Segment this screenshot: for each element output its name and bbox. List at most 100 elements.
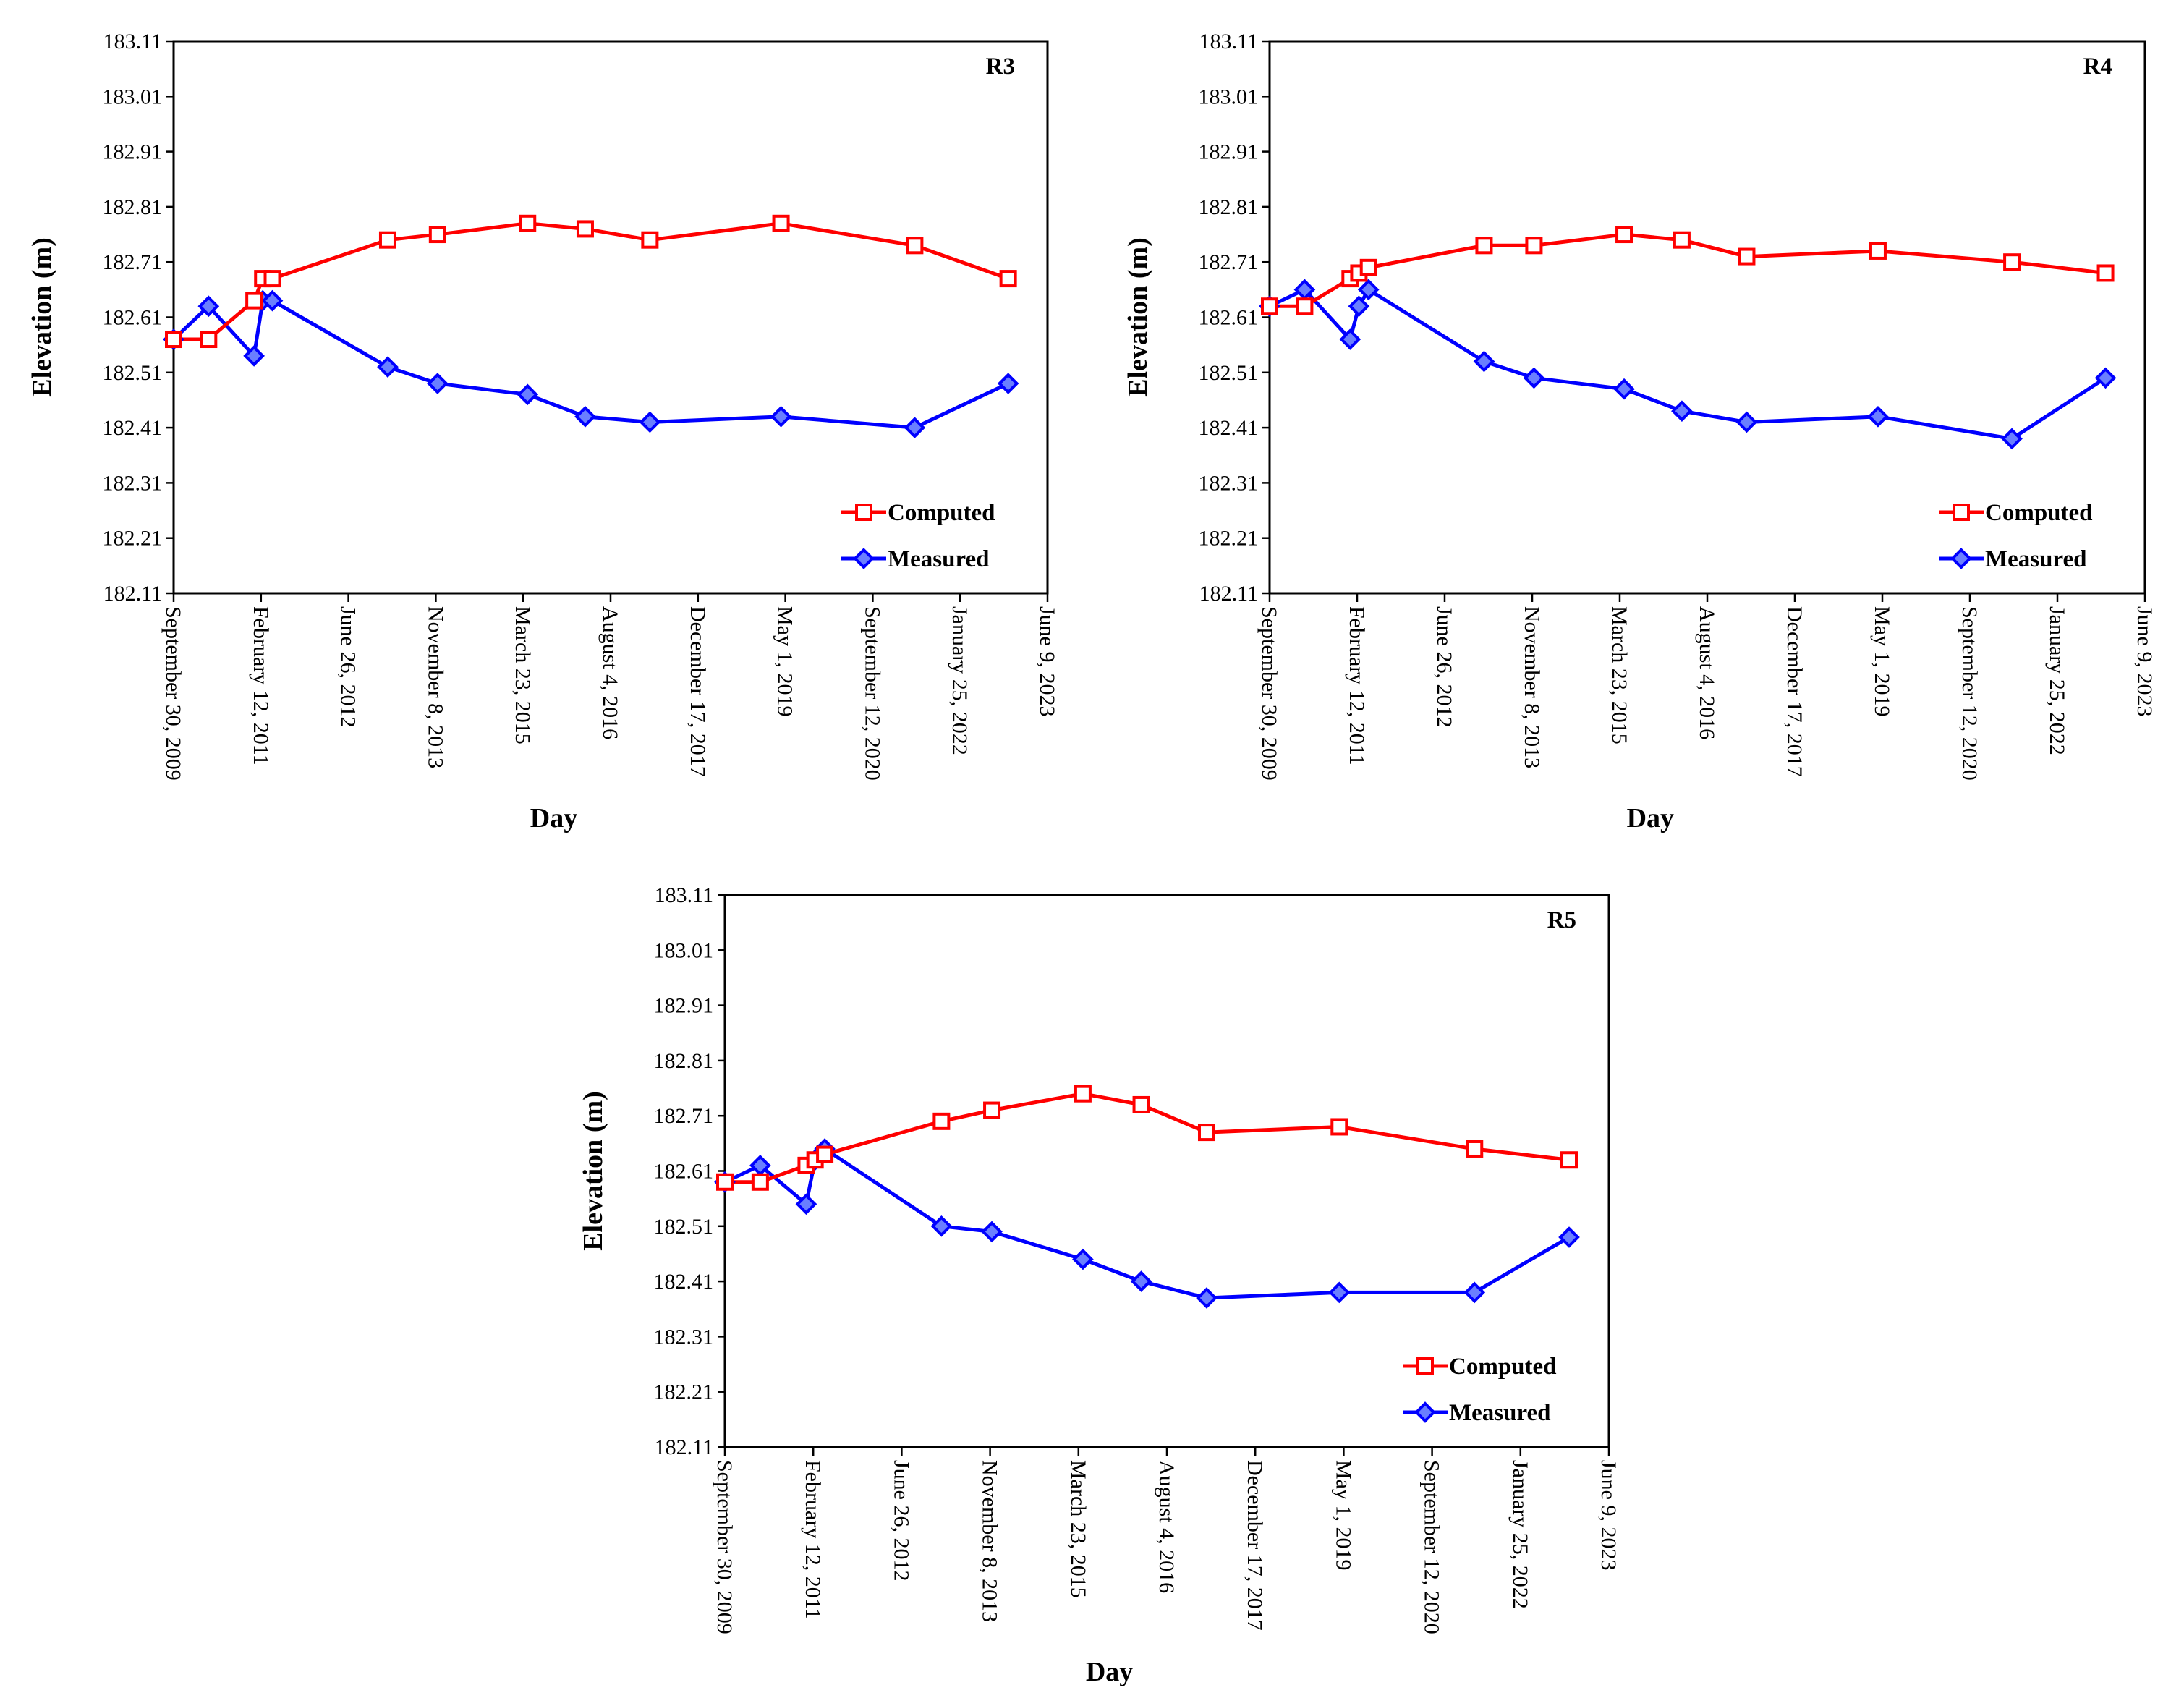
legend: Computed Measured <box>1939 500 2093 572</box>
y-tick-label: 183.11 <box>103 30 162 54</box>
y-tick-label: 182.41 <box>103 416 163 440</box>
y-axis-title: Elevation (m) <box>1123 237 1153 397</box>
data-point-measured <box>904 417 926 438</box>
legend-marker-diamond <box>853 548 875 569</box>
data-point-measured <box>197 295 220 318</box>
x-tick-label: September 30, 2009 <box>713 1460 736 1634</box>
data-point-measured <box>1735 411 1758 433</box>
data-point-computed <box>983 1101 1001 1119</box>
x-tick-label: June 26, 2012 <box>889 1460 913 1582</box>
series-line-measured <box>1268 287 2107 441</box>
data-point-measured <box>1357 279 1380 301</box>
data-point-measured <box>1558 1226 1580 1248</box>
y-axis-title: Elevation (m) <box>27 237 57 397</box>
data-point-computed <box>906 237 924 255</box>
x-tick-label: March 23, 2015 <box>1607 606 1631 744</box>
data-point-measured <box>981 1221 1003 1243</box>
data-point-computed <box>519 214 537 232</box>
data-point-measured <box>639 411 661 433</box>
data-point-measured <box>243 345 265 367</box>
x-tick-label: May 1, 2019 <box>1331 1460 1355 1571</box>
x-tick-label: January 25, 2022 <box>1508 1460 1532 1609</box>
y-tick-label: 183.01 <box>654 938 714 962</box>
data-point-computed <box>200 331 218 349</box>
data-point-measured <box>930 1215 953 1237</box>
y-tick-label: 182.21 <box>103 527 163 551</box>
data-point-measured <box>770 406 792 428</box>
data-point-computed <box>245 292 263 310</box>
data-point-computed <box>1261 297 1278 315</box>
data-point-computed <box>772 214 790 232</box>
data-point-measured <box>1671 400 1693 423</box>
data-point-computed <box>1330 1118 1348 1136</box>
x-tick-label: December 17, 2017 <box>1783 606 1806 777</box>
data-point-measured <box>1613 378 1635 400</box>
x-tick-label: September 30, 2009 <box>161 606 185 781</box>
chart-panel-r3: 183.11 183.01 182.91 182.81 182.71 182.61 182.… <box>27 30 1059 833</box>
x-tick-label: September 30, 2009 <box>1257 606 1281 781</box>
x-tick-label: May 1, 2019 <box>1870 606 1894 717</box>
data-point-computed <box>999 270 1017 288</box>
x-tick-label: June 9, 2023 <box>1597 1460 1620 1571</box>
y-tick-label: 182.41 <box>1199 416 1259 440</box>
data-point-computed <box>165 331 182 349</box>
data-point-computed <box>932 1112 951 1130</box>
x-tick-label: August 4, 2016 <box>598 606 622 739</box>
x-tick-label: February 12, 2011 <box>801 1460 825 1619</box>
x-tick-label: September 12, 2020 <box>860 606 884 781</box>
data-point-measured <box>997 373 1019 394</box>
legend-label-measured: Measured <box>1449 1400 1551 1426</box>
legend-marker-square <box>855 504 872 521</box>
data-point-computed <box>2096 264 2115 282</box>
x-tick-label: November 8, 2013 <box>1520 606 1544 768</box>
y-tick-label: 182.81 <box>654 1049 714 1073</box>
x-axis-title: Day <box>1086 1657 1133 1687</box>
y-tick-label: 182.81 <box>103 195 163 219</box>
data-point-computed <box>641 231 659 249</box>
x-tick-label: February 12, 2011 <box>249 606 273 765</box>
data-point-measured <box>426 373 449 394</box>
data-point-measured <box>1339 328 1361 350</box>
y-tick-label: 182.91 <box>1199 140 1259 164</box>
legend-label-measured: Measured <box>888 546 990 572</box>
x-tick-label: January 25, 2022 <box>948 606 972 755</box>
y-tick-label: 182.21 <box>654 1380 714 1404</box>
x-tick-label: May 1, 2019 <box>773 606 797 717</box>
y-axis-title: Elevation (m) <box>578 1091 608 1251</box>
data-point-computed <box>1475 237 1493 255</box>
data-point-computed <box>1560 1151 1578 1169</box>
data-point-computed <box>263 270 281 288</box>
data-point-computed <box>751 1173 769 1191</box>
y-tick-label: 182.71 <box>103 250 163 274</box>
data-point-measured <box>1196 1287 1218 1309</box>
x-tick-label: November 8, 2013 <box>978 1460 1002 1622</box>
data-point-computed <box>1296 297 1314 315</box>
y-tick-label: 183.01 <box>1199 85 1259 109</box>
data-point-measured <box>1348 295 1370 318</box>
y-tick-label: 182.11 <box>655 1435 713 1459</box>
x-tick-label: June 9, 2023 <box>1035 606 1059 717</box>
y-tick-label: 182.61 <box>654 1160 714 1184</box>
y-tick-label: 182.11 <box>1199 582 1258 606</box>
chart-panel-r5: 183.11 183.01 182.91 182.81 182.71 182.61 182.… <box>578 883 1620 1687</box>
data-point-measured <box>1328 1281 1351 1304</box>
data-point-computed <box>816 1145 834 1163</box>
x-axis-title: Day <box>1627 803 1674 833</box>
data-point-computed <box>1359 258 1377 276</box>
x-tick-label: August 4, 2016 <box>1155 1460 1178 1593</box>
data-point-computed <box>1738 247 1756 266</box>
panel-label: R3 <box>986 54 1015 80</box>
x-tick-label: September 12, 2020 <box>1958 606 1981 781</box>
y-tick-label: 182.51 <box>654 1215 714 1239</box>
data-point-measured <box>377 356 399 378</box>
data-point-measured <box>574 406 596 428</box>
x-tick-label: March 23, 2015 <box>511 606 535 744</box>
x-tick-label: January 25, 2022 <box>2045 606 2069 755</box>
y-tick-label: 182.61 <box>1199 306 1259 330</box>
y-tick-label: 182.21 <box>1199 527 1259 551</box>
series-line-measured <box>723 1147 1571 1300</box>
legend-marker-square <box>1416 1357 1434 1375</box>
x-tick-label: June 9, 2023 <box>2133 606 2157 717</box>
x-tick-label: November 8, 2013 <box>423 606 447 768</box>
x-tick-label: September 12, 2020 <box>1420 1460 1444 1634</box>
